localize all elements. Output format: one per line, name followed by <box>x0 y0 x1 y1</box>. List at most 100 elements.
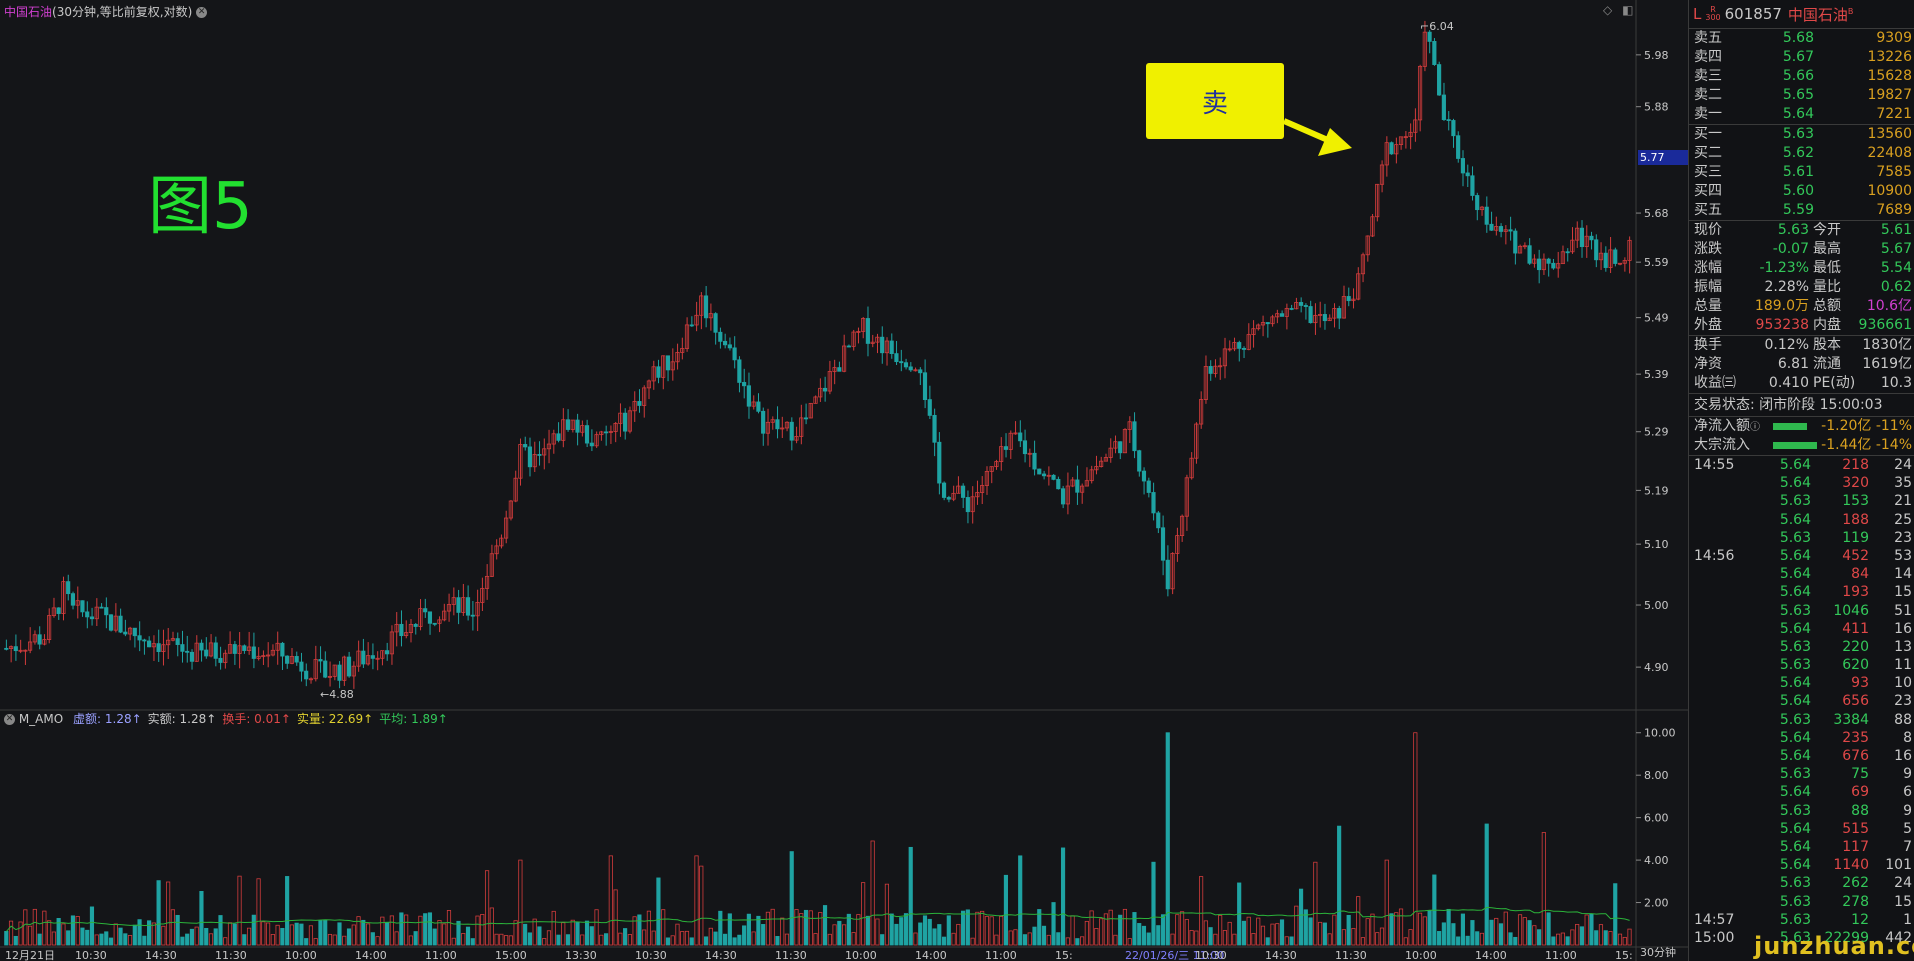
ask-row[interactable]: 卖一 5.64 7221 <box>1694 106 1912 122</box>
volume-bar <box>1170 933 1175 946</box>
candle-body <box>185 650 190 653</box>
candle-body <box>732 347 737 361</box>
volume-average-line <box>6 906 1630 932</box>
volume-bar <box>1051 902 1056 946</box>
candle-body <box>323 660 328 678</box>
candle-body <box>1184 477 1189 517</box>
indicator-settings-icon[interactable]: ✕ <box>4 714 15 725</box>
volume-bar <box>756 915 761 946</box>
tick-row: 5.63 262 24 <box>1779 875 1912 892</box>
volume-bar <box>1575 923 1580 946</box>
diamond-icon[interactable]: ◇ <box>1603 3 1613 17</box>
volume-bar <box>675 923 680 946</box>
candle-body <box>1617 262 1623 265</box>
candle-body <box>623 412 628 432</box>
candle-body <box>51 607 56 616</box>
time-label: 14:30 <box>1265 949 1297 961</box>
ask-row[interactable]: 卖三 5.66 15628 <box>1694 68 1912 84</box>
volume-bar <box>1227 921 1232 946</box>
volume-bar <box>1570 929 1575 946</box>
settings-icon[interactable]: ✕ <box>196 7 208 18</box>
volume-bar <box>1389 913 1394 946</box>
volume-bar <box>1417 912 1423 946</box>
stock-code: 601857 <box>1724 5 1782 23</box>
candle-body <box>713 313 718 333</box>
volume-bar <box>232 923 237 946</box>
candle-body <box>880 336 885 354</box>
ask-row[interactable]: 卖四 5.67 13226 <box>1694 49 1912 65</box>
candle-body <box>1465 172 1470 177</box>
candle-body <box>1365 235 1370 256</box>
volume-tick-label: 8.00 <box>1644 769 1669 782</box>
volume-bar <box>765 911 770 946</box>
volume-bar <box>1356 896 1361 946</box>
volume-bar <box>218 915 223 946</box>
time-label: 10:00 <box>285 949 317 961</box>
tick-row: 15:00 5.63 22299 442 <box>1694 929 1912 946</box>
volume-bar <box>865 915 870 946</box>
candle-body <box>546 443 552 450</box>
candle-body <box>270 649 275 656</box>
candle-body <box>13 646 18 652</box>
volume-bar <box>47 920 52 946</box>
candle-body <box>1294 302 1299 310</box>
candle-body <box>1289 308 1294 310</box>
candle-body <box>261 655 266 658</box>
ask-row[interactable]: 卖五 5.68 9309 <box>1694 30 1912 46</box>
candle-body <box>61 581 66 614</box>
volume-bar <box>694 855 699 946</box>
candle-body <box>275 642 280 651</box>
bid-row[interactable]: 买四 5.60 10900 <box>1694 183 1912 199</box>
candle-body <box>246 646 252 651</box>
candle-body <box>137 635 142 641</box>
tick-row: 5.63 620 11 <box>1779 657 1912 674</box>
bid-row[interactable]: 买三 5.61 7585 <box>1694 164 1912 180</box>
candle-body <box>1536 258 1542 271</box>
candle-body <box>484 575 490 589</box>
figure-label: 图5 <box>148 170 253 244</box>
volume-bar <box>803 909 809 946</box>
candle-body <box>1479 206 1485 211</box>
volume-bar <box>894 923 899 946</box>
volume-bar <box>1218 915 1223 946</box>
candle-body <box>1227 348 1232 351</box>
time-label: 11:00 <box>985 949 1017 961</box>
candle-body <box>851 331 856 347</box>
candle-body <box>651 366 656 382</box>
candle-body <box>846 345 851 348</box>
volume-bar <box>1075 938 1080 946</box>
volume-tick-label: 10.00 <box>1644 727 1676 740</box>
tick-row: 14:57 5.63 12 1 <box>1694 911 1912 928</box>
volume-bar <box>113 923 118 946</box>
info-icon[interactable]: ⓘ <box>1750 422 1760 433</box>
volume-bar <box>1132 912 1137 946</box>
volume-bar <box>746 913 751 946</box>
volume-bar <box>1370 913 1375 946</box>
bid-row[interactable]: 买五 5.59 7689 <box>1694 202 1912 218</box>
candle-body <box>442 610 447 621</box>
ask-row[interactable]: 卖二 5.65 19827 <box>1694 87 1912 103</box>
window-icon[interactable]: ◧ <box>1622 3 1634 17</box>
volume-bar <box>761 924 766 946</box>
volume-bar <box>151 922 156 946</box>
indicator-item: 实量: 22.69↑ <box>296 712 374 726</box>
volume-bar <box>989 916 994 946</box>
tick-row: 5.64 320 35 <box>1779 475 1912 492</box>
tick-row: 5.64 84 14 <box>1779 566 1912 583</box>
candle-body <box>999 446 1004 462</box>
candle-body <box>722 340 728 346</box>
candle-body <box>613 422 618 432</box>
time-label: 15:00 <box>495 949 527 961</box>
candle-body <box>1556 263 1561 269</box>
volume-bar <box>551 910 556 946</box>
volume-bar <box>256 878 261 946</box>
candle-body <box>684 324 690 349</box>
candle-body <box>1051 474 1056 480</box>
candle-body <box>118 615 123 633</box>
candle-body <box>1503 229 1508 232</box>
bid-row[interactable]: 买一 5.63 13560 <box>1694 126 1912 142</box>
volume-bar <box>661 909 666 946</box>
candle-body <box>532 454 537 468</box>
candle-body <box>689 324 694 327</box>
bid-row[interactable]: 买二 5.62 22408 <box>1694 145 1912 161</box>
